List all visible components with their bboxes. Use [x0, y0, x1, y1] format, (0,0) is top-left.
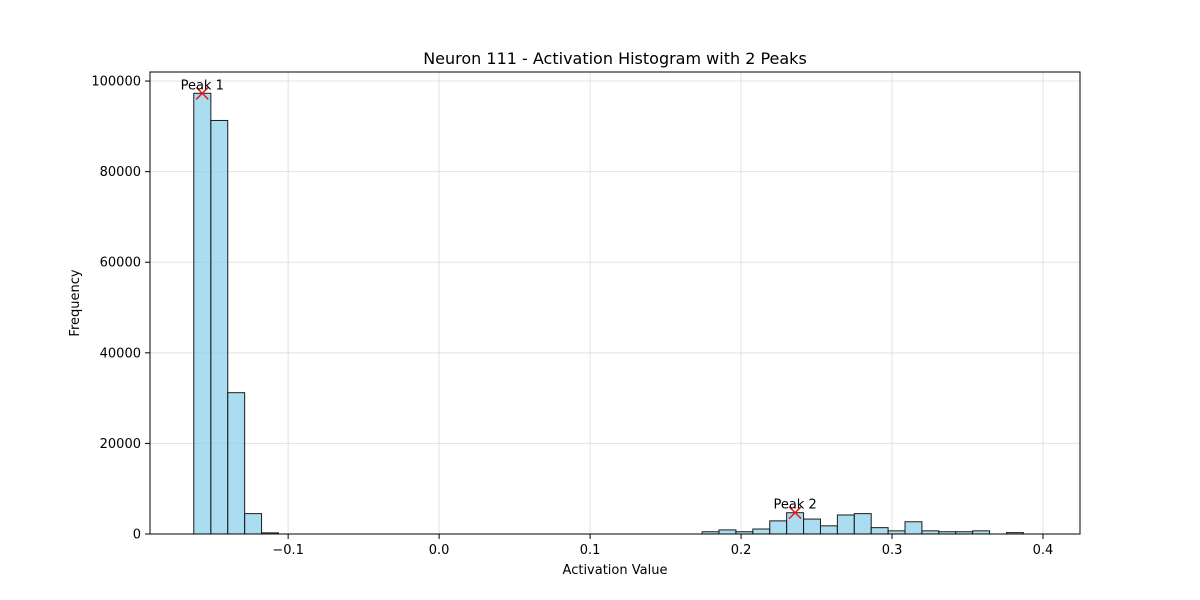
peak-markers: Peak 1 Peak 2: [181, 78, 817, 520]
x-tick-label-1: 0.0: [429, 543, 450, 558]
peak-marker-1: [195, 86, 209, 100]
histogram-bar-0: [193, 92, 212, 535]
peak-label-1: Peak 1: [181, 78, 224, 93]
histogram-bar-1: [210, 119, 229, 535]
x-tick-label-5: 0.4: [1033, 543, 1054, 558]
y-tick-label-0: 0: [133, 528, 141, 543]
y-tick-label-2: 40000: [100, 346, 141, 361]
y-tick-label-3: 60000: [100, 256, 141, 271]
peak-marker-2: [788, 506, 802, 520]
histogram-bars: [193, 92, 1024, 535]
histogram-bar-8: [752, 528, 771, 535]
histogram-bar-10: [786, 512, 805, 535]
y-tick-label-5: 100000: [91, 75, 141, 90]
x-axis-label: Activation Value: [563, 563, 668, 578]
x-tick-label-0: −0.1: [272, 543, 304, 558]
histogram-bar-2: [227, 392, 246, 535]
histogram-bar-12: [819, 525, 838, 535]
peak-label-2: Peak 2: [773, 498, 816, 513]
histogram-bar-17: [904, 521, 923, 535]
y-tick-label-1: 20000: [100, 437, 141, 452]
x-tick-label-3: 0.2: [731, 543, 752, 558]
plot-frame: [149, 71, 1081, 535]
x-tick-label-2: 0.1: [580, 543, 601, 558]
x-axis-ticks: −0.1 0.0 0.1 0.2 0.3 0.4: [272, 534, 1053, 558]
histogram-bar-6: [718, 529, 737, 535]
y-axis-label: Frequency: [68, 269, 83, 336]
histogram-bar-14: [853, 513, 872, 535]
chart-title: Neuron 111 - Activation Histogram with 2…: [423, 49, 807, 68]
y-axis-ticks: 0 20000 40000 60000 80000 100000: [91, 75, 150, 543]
histogram-bar-15: [870, 527, 889, 535]
histogram-bar-11: [803, 518, 821, 535]
grid-lines: [150, 72, 1080, 535]
histogram-bar-13: [836, 514, 855, 535]
histogram-bar-9: [769, 520, 788, 535]
y-tick-label-4: 80000: [100, 165, 141, 180]
x-tick-label-4: 0.3: [882, 543, 903, 558]
histogram-bar-3: [244, 513, 263, 535]
